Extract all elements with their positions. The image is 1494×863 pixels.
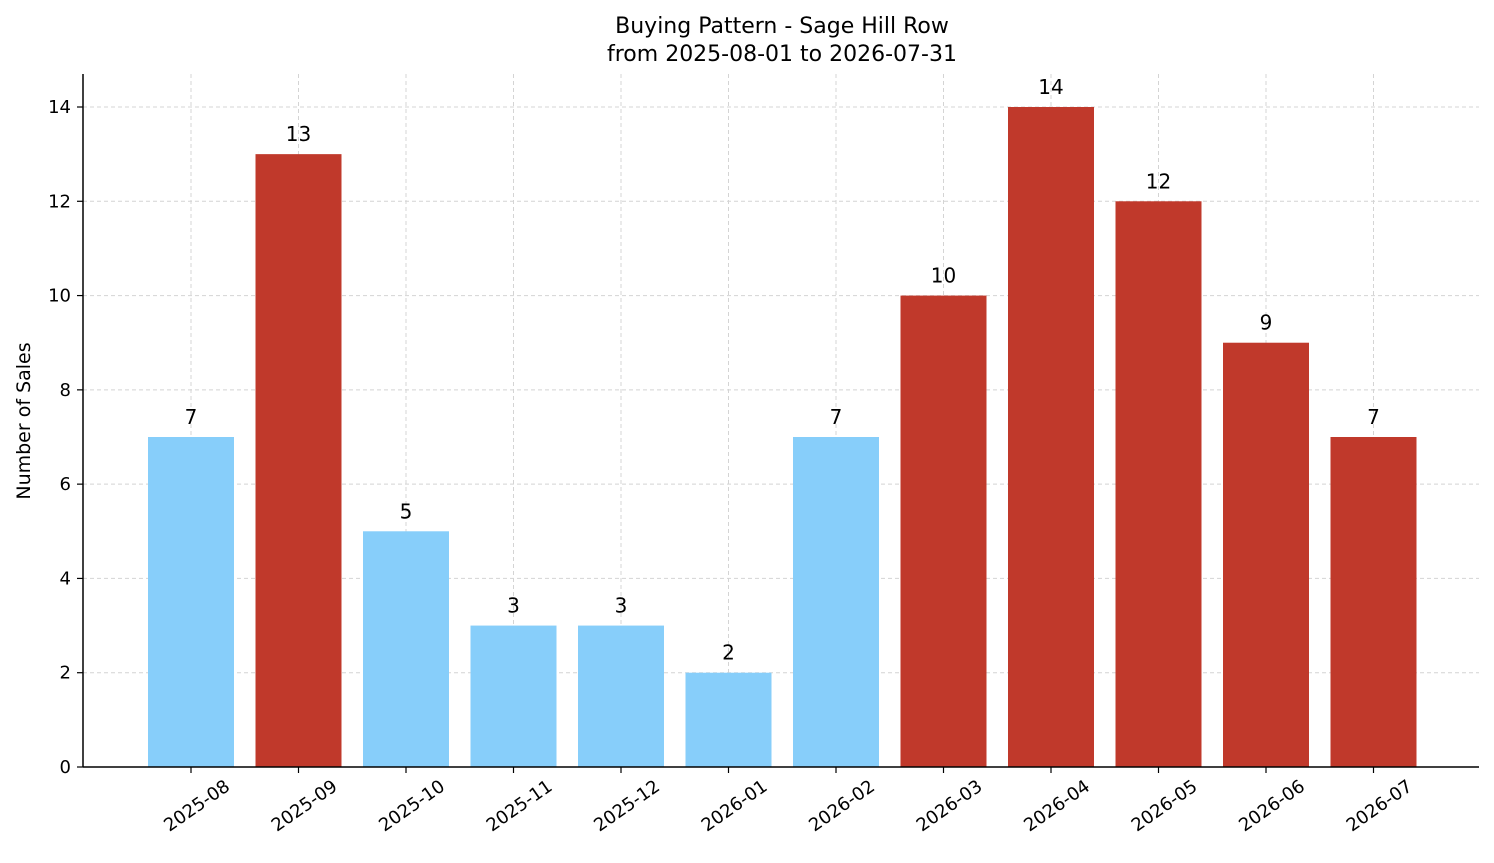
bars-layer	[148, 107, 1417, 768]
y-tick-label: 4	[60, 568, 71, 589]
bar	[255, 154, 342, 768]
bar-labels-layer: 7 13 5 3 3 2 7 10 14 12 9 7	[185, 75, 1380, 665]
bar	[685, 672, 772, 767]
bar	[1223, 342, 1309, 767]
bar-value-label: 10	[931, 264, 956, 288]
y-tick-label: 10	[48, 286, 71, 307]
x-tick-label: 2025-08	[160, 776, 234, 836]
x-tick-label: 2026-06	[1235, 776, 1309, 836]
bar	[1115, 201, 1202, 768]
bar	[1008, 107, 1094, 767]
bar	[470, 625, 557, 767]
bar	[363, 531, 449, 767]
bar-value-label: 3	[615, 594, 628, 618]
x-tick-label: 2026-05	[1128, 776, 1202, 836]
bar-value-label: 12	[1146, 169, 1171, 193]
x-tick-label: 2026-02	[805, 776, 879, 836]
bar-value-label: 2	[722, 641, 735, 665]
bar-value-label: 5	[400, 499, 413, 523]
y-tick-label: 6	[60, 474, 71, 495]
x-tick-label: 2026-04	[1020, 776, 1094, 836]
y-axis-label: Number of Sales	[13, 342, 35, 499]
bar	[578, 625, 664, 767]
x-tick-label: 2026-03	[913, 776, 987, 836]
bar	[900, 295, 987, 767]
bar	[1330, 437, 1417, 767]
y-tick-label: 2	[60, 663, 71, 684]
x-tick-label: 2025-11	[483, 776, 557, 836]
bar-value-label: 9	[1260, 311, 1273, 335]
x-tick-label: 2026-07	[1343, 776, 1417, 836]
bar-value-label: 14	[1038, 75, 1063, 99]
y-tick-label: 0	[60, 757, 71, 778]
chart-title: Buying Pattern - Sage Hill Row	[615, 14, 949, 39]
x-tick-label: 2025-10	[375, 776, 449, 836]
bar-value-label: 7	[1367, 405, 1380, 429]
bar-value-label: 3	[507, 594, 520, 618]
x-tick-label: 2025-09	[268, 776, 342, 836]
bar	[148, 437, 234, 767]
x-tick-label: 2025-12	[590, 776, 664, 836]
bar-value-label: 13	[286, 122, 311, 146]
y-tick-label: 8	[60, 380, 71, 401]
bar	[793, 437, 879, 767]
x-tick-label: 2026-01	[698, 776, 772, 836]
bar-value-label: 7	[185, 405, 198, 429]
chart-subtitle: from 2025-08-01 to 2026-07-31	[607, 42, 957, 67]
y-tick-label: 12	[48, 191, 71, 212]
y-tick-label: 14	[48, 97, 71, 118]
bar-value-label: 7	[830, 405, 843, 429]
